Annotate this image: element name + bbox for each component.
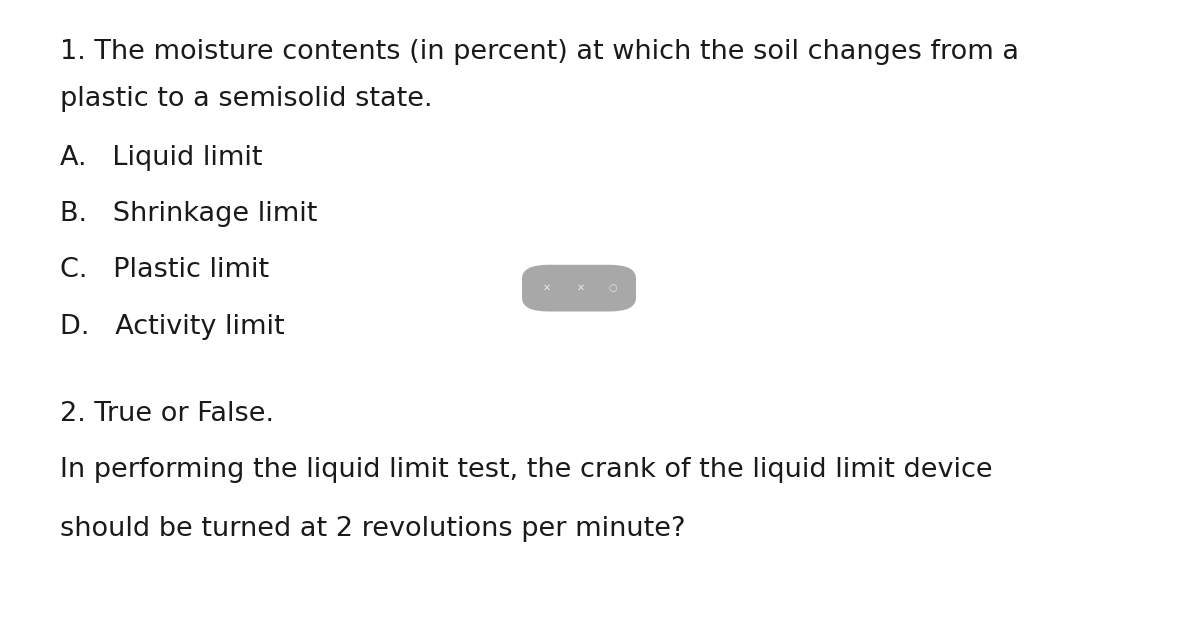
Text: ✕: ✕ bbox=[544, 283, 551, 293]
Text: ✕: ✕ bbox=[577, 283, 586, 293]
Text: D.   Activity limit: D. Activity limit bbox=[60, 313, 284, 340]
Text: B.   Shrinkage limit: B. Shrinkage limit bbox=[60, 201, 317, 227]
FancyBboxPatch shape bbox=[522, 265, 636, 312]
Text: In performing the liquid limit test, the crank of the liquid limit device: In performing the liquid limit test, the… bbox=[60, 457, 992, 483]
Text: 2. True or False.: 2. True or False. bbox=[60, 401, 274, 427]
Text: should be turned at 2 revolutions per minute?: should be turned at 2 revolutions per mi… bbox=[60, 516, 685, 542]
Text: plastic to a semisolid state.: plastic to a semisolid state. bbox=[60, 86, 432, 112]
Text: A.   Liquid limit: A. Liquid limit bbox=[60, 145, 263, 171]
Text: 1. The moisture contents (in percent) at which the soil changes from a: 1. The moisture contents (in percent) at… bbox=[60, 39, 1019, 65]
Text: C.   Plastic limit: C. Plastic limit bbox=[60, 257, 269, 283]
Text: ○: ○ bbox=[608, 283, 618, 293]
